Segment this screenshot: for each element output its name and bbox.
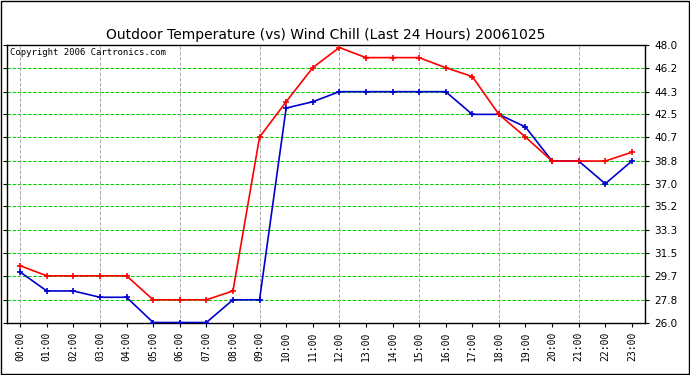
Title: Outdoor Temperature (vs) Wind Chill (Last 24 Hours) 20061025: Outdoor Temperature (vs) Wind Chill (Las… — [106, 28, 546, 42]
Text: Copyright 2006 Cartronics.com: Copyright 2006 Cartronics.com — [10, 48, 166, 57]
